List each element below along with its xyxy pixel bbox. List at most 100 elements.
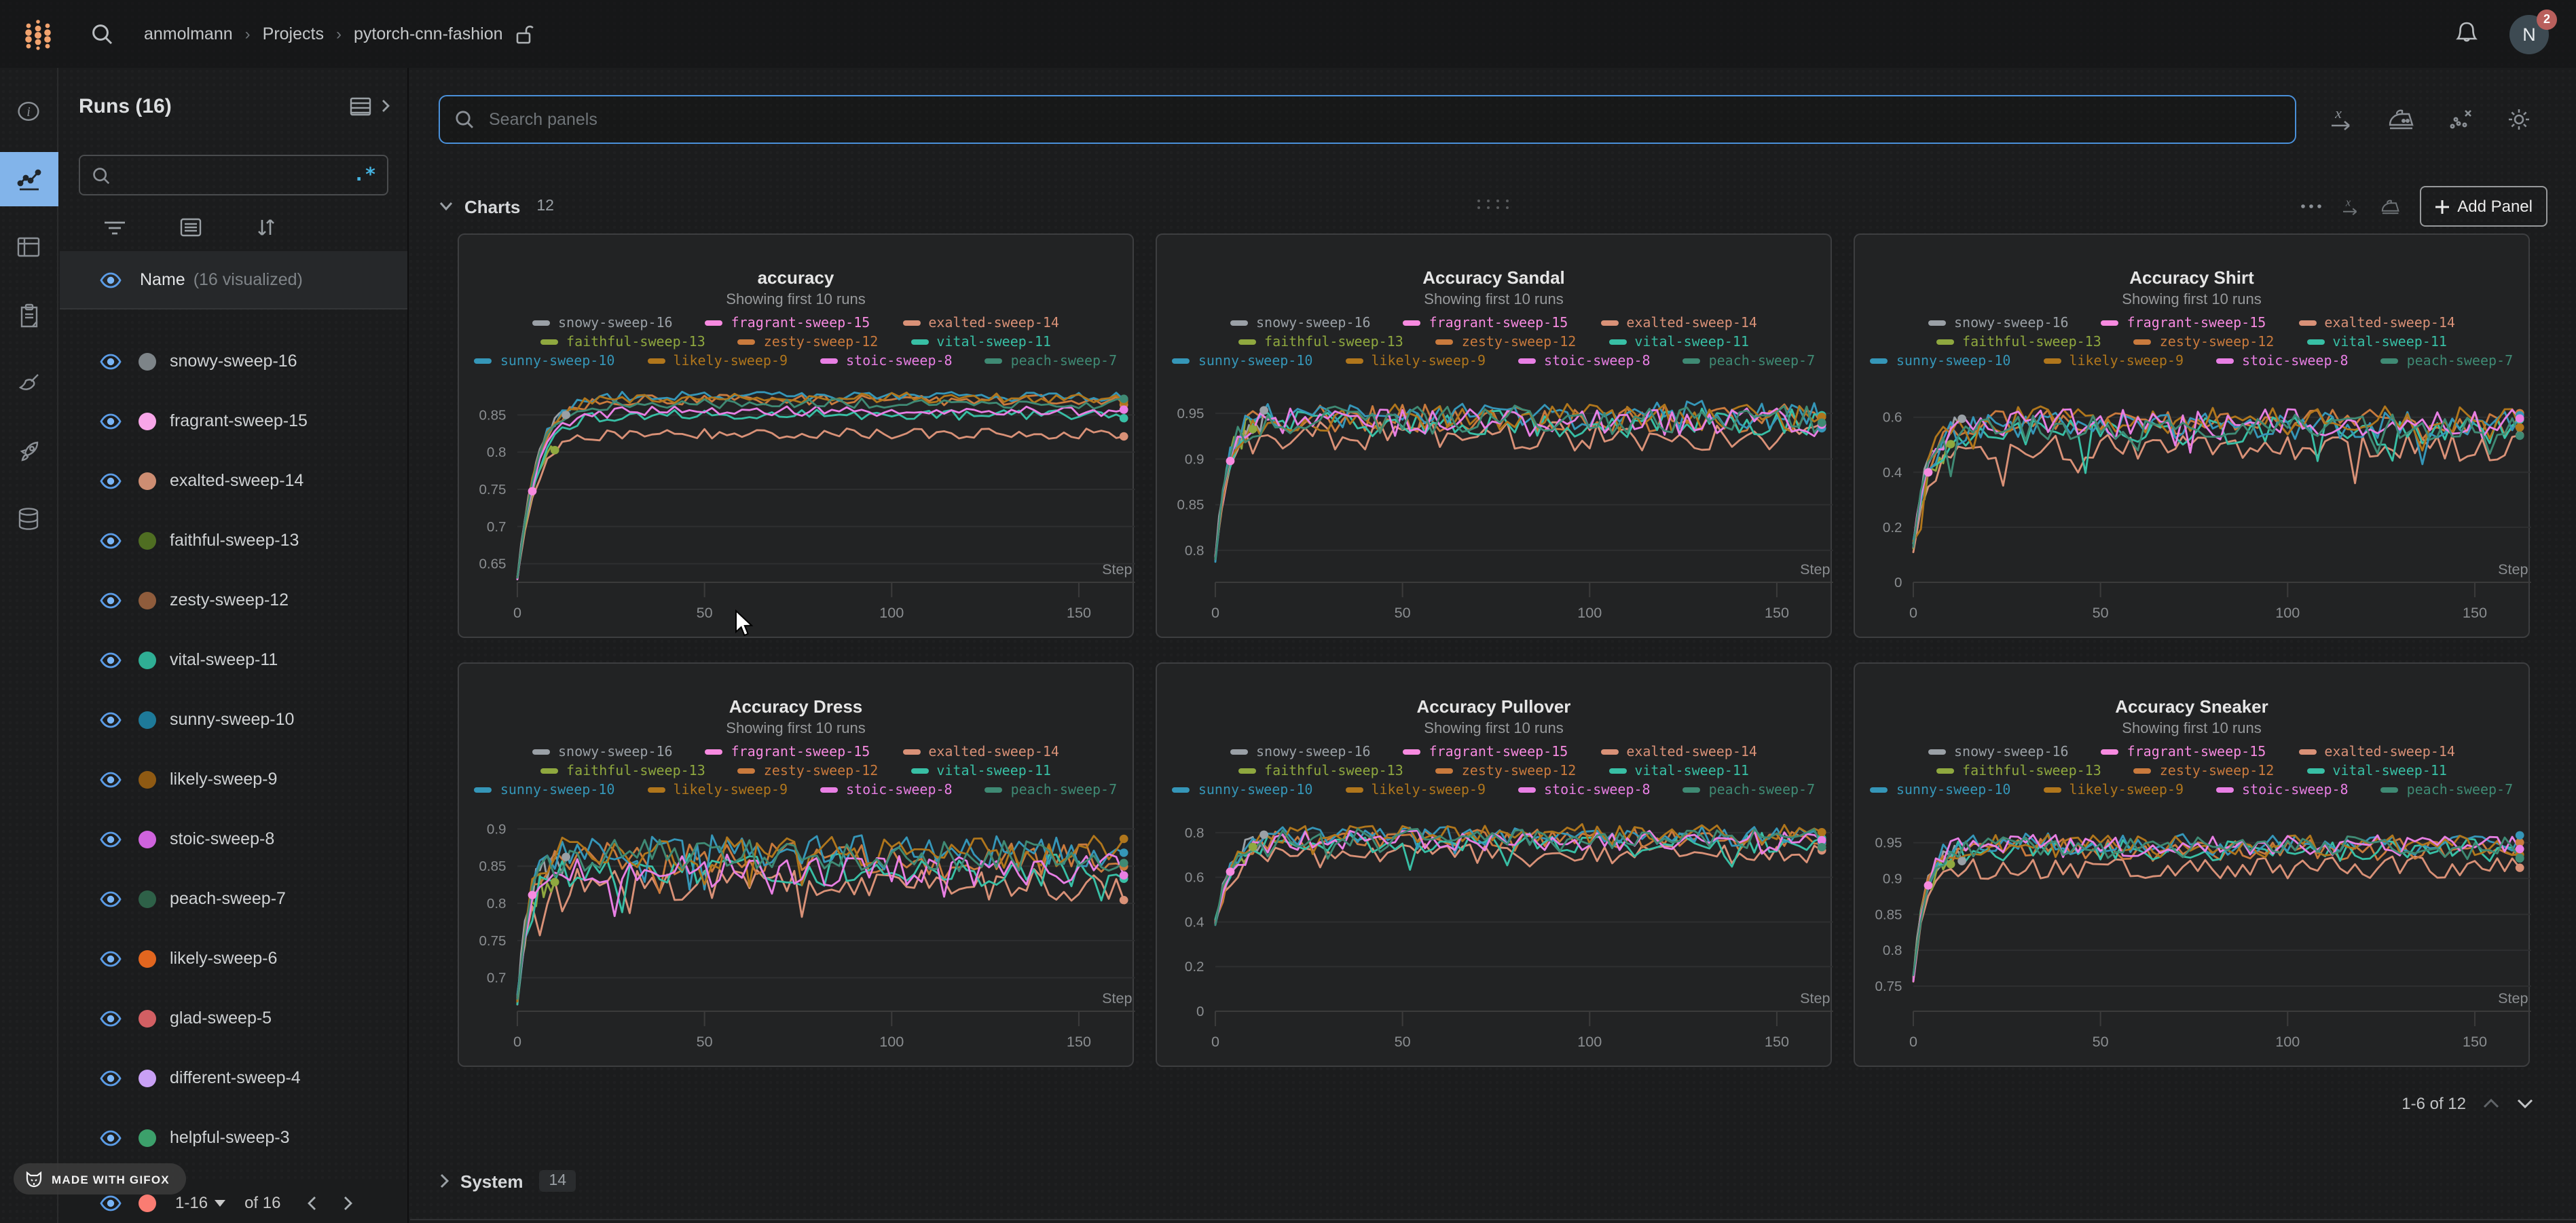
add-panel-button[interactable]: Add Panel — [2419, 186, 2547, 227]
panel-search-input[interactable] — [486, 109, 2281, 130]
run-row[interactable]: peach-sweep-7 — [60, 869, 407, 928]
chart-plot[interactable]: 00.20.40.6050100150Step — [1866, 376, 2539, 631]
run-name[interactable]: stoic-sweep-8 — [170, 829, 274, 848]
run-name[interactable]: snowy-sweep-16 — [170, 352, 297, 371]
visibility-eye-icon[interactable] — [99, 1009, 122, 1027]
legend-item[interactable]: snowy-sweep-16 — [532, 316, 673, 331]
section-x-axis-icon[interactable]: x — [2340, 196, 2361, 217]
legend-item[interactable]: vital-sweep-11 — [2306, 335, 2447, 350]
chart-plot[interactable]: 0.650.70.750.80.85050100150Step — [470, 376, 1143, 631]
run-row[interactable]: exalted-sweep-14 — [60, 451, 407, 510]
run-name[interactable]: glad-sweep-5 — [170, 1009, 272, 1028]
legend-item[interactable]: sunny-sweep-10 — [475, 783, 615, 797]
legend-item[interactable]: vital-sweep-11 — [910, 764, 1051, 778]
legend-item[interactable]: snowy-sweep-16 — [1928, 745, 2069, 759]
legend-item[interactable]: stoic-sweep-8 — [1518, 354, 1651, 369]
run-row[interactable]: different-sweep-4 — [60, 1048, 407, 1108]
visibility-eye-icon[interactable] — [99, 890, 122, 907]
legend-item[interactable]: peach-sweep-7 — [985, 783, 1118, 797]
run-row[interactable]: likely-sweep-6 — [60, 928, 407, 988]
visibility-eye-icon[interactable] — [99, 1069, 122, 1087]
legend-item[interactable]: fragrant-sweep-15 — [2101, 745, 2266, 759]
legend-item[interactable]: sunny-sweep-10 — [1173, 783, 1313, 797]
legend-item[interactable]: faithful-sweep-13 — [1936, 335, 2101, 350]
legend-item[interactable]: snowy-sweep-16 — [1230, 316, 1371, 331]
run-name[interactable]: different-sweep-4 — [170, 1068, 301, 1087]
chart-plot[interactable]: 0.70.750.80.850.9050100150Step — [470, 805, 1143, 1060]
charts-prev-page-icon[interactable] — [2482, 1098, 2500, 1109]
run-row[interactable]: faithful-sweep-13 — [60, 510, 407, 570]
visibility-eye-icon[interactable] — [99, 711, 122, 728]
legend-item[interactable]: exalted-sweep-14 — [2298, 745, 2455, 759]
visibility-eye-icon[interactable] — [99, 1129, 122, 1146]
legend-item[interactable]: stoic-sweep-8 — [2216, 783, 2349, 797]
legend-item[interactable]: vital-sweep-11 — [1608, 764, 1749, 778]
legend-item[interactable]: zesty-sweep-12 — [2134, 335, 2275, 350]
legend-item[interactable]: sunny-sweep-10 — [1871, 354, 2011, 369]
legend-item[interactable]: faithful-sweep-13 — [1238, 764, 1403, 778]
chart-panel[interactable]: Accuracy DressShowing first 10 runssnowy… — [458, 662, 1134, 1067]
run-row[interactable]: likely-sweep-9 — [60, 749, 407, 809]
run-row[interactable]: sunny-sweep-10 — [60, 690, 407, 749]
breadcrumb-user[interactable]: anmolmann — [144, 24, 233, 43]
group-list-icon[interactable] — [179, 217, 202, 238]
run-name[interactable]: peach-sweep-7 — [170, 889, 286, 908]
chart-panel[interactable]: Accuracy SandalShowing first 10 runssnow… — [1156, 233, 1832, 638]
section-overflow-icon[interactable] — [2300, 204, 2321, 209]
run-row[interactable]: zesty-sweep-12 — [60, 570, 407, 630]
legend-item[interactable]: fragrant-sweep-15 — [1403, 316, 1568, 331]
run-row[interactable]: helpful-sweep-3 — [60, 1108, 407, 1167]
visibility-eye-icon[interactable] — [99, 531, 122, 549]
legend-item[interactable]: peach-sweep-7 — [985, 354, 1118, 369]
run-name[interactable]: sunny-sweep-10 — [170, 710, 294, 729]
visibility-eye-icon[interactable] — [99, 412, 122, 430]
legend-item[interactable]: peach-sweep-7 — [2381, 354, 2514, 369]
run-row[interactable]: stoic-sweep-8 — [60, 809, 407, 869]
sidebar-item-artifacts[interactable] — [0, 491, 58, 546]
legend-item[interactable]: stoic-sweep-8 — [820, 354, 953, 369]
settings-gear-icon[interactable] — [2505, 106, 2533, 133]
visibility-eye-icon[interactable] — [99, 352, 122, 370]
runs-table-icon[interactable] — [349, 96, 372, 116]
legend-item[interactable]: faithful-sweep-13 — [540, 335, 705, 350]
global-search-icon[interactable] — [90, 22, 114, 46]
run-name[interactable]: likely-sweep-6 — [170, 949, 277, 968]
breadcrumb-projects[interactable]: Projects — [263, 24, 324, 43]
notifications-bell-icon[interactable] — [2454, 20, 2480, 48]
sidebar-item-launch[interactable] — [0, 424, 58, 478]
legend-item[interactable]: zesty-sweep-12 — [1436, 764, 1577, 778]
prev-page-icon[interactable] — [305, 1194, 317, 1211]
legend-item[interactable]: fragrant-sweep-15 — [2101, 316, 2266, 331]
regex-toggle[interactable]: .* — [353, 164, 376, 186]
chart-plot[interactable]: 0.80.850.90.95050100150Step — [1168, 376, 1841, 631]
runs-name-header[interactable]: Name (16 visualized) — [60, 251, 407, 309]
visibility-eye-icon[interactable] — [99, 949, 122, 967]
visibility-eye-icon[interactable] — [99, 830, 122, 848]
legend-item[interactable]: sunny-sweep-10 — [1173, 354, 1313, 369]
run-name[interactable]: faithful-sweep-13 — [170, 531, 299, 550]
legend-item[interactable]: zesty-sweep-12 — [738, 335, 879, 350]
run-name[interactable]: helpful-sweep-3 — [170, 1128, 290, 1147]
legend-item[interactable]: sunny-sweep-10 — [475, 354, 615, 369]
legend-item[interactable]: zesty-sweep-12 — [2134, 764, 2275, 778]
legend-item[interactable]: stoic-sweep-8 — [820, 783, 953, 797]
run-name[interactable]: zesty-sweep-12 — [170, 590, 289, 609]
sidebar-item-table[interactable] — [0, 220, 58, 274]
legend-item[interactable]: faithful-sweep-13 — [1238, 335, 1403, 350]
legend-item[interactable]: likely-sweep-9 — [647, 783, 788, 797]
sort-icon[interactable] — [255, 217, 277, 238]
section-smoothing-icon[interactable] — [2380, 197, 2400, 215]
run-name[interactable]: fragrant-sweep-15 — [170, 411, 308, 430]
legend-item[interactable]: exalted-sweep-14 — [902, 316, 1059, 331]
legend-item[interactable]: exalted-sweep-14 — [902, 745, 1059, 759]
runs-page-range[interactable]: 1-16 — [175, 1193, 208, 1212]
visibility-eye-icon[interactable] — [99, 651, 122, 669]
legend-item[interactable]: exalted-sweep-14 — [2298, 316, 2455, 331]
chart-panel[interactable]: Accuracy ShirtShowing first 10 runssnowy… — [1854, 233, 2530, 638]
legend-item[interactable]: stoic-sweep-8 — [2216, 354, 2349, 369]
avatar[interactable]: N 2 — [2509, 14, 2549, 54]
legend-item[interactable]: peach-sweep-7 — [1683, 783, 1816, 797]
sidebar-item-workspace[interactable] — [0, 152, 58, 206]
run-row[interactable]: vital-sweep-11 — [60, 630, 407, 690]
visibility-eye-icon[interactable] — [99, 591, 122, 609]
